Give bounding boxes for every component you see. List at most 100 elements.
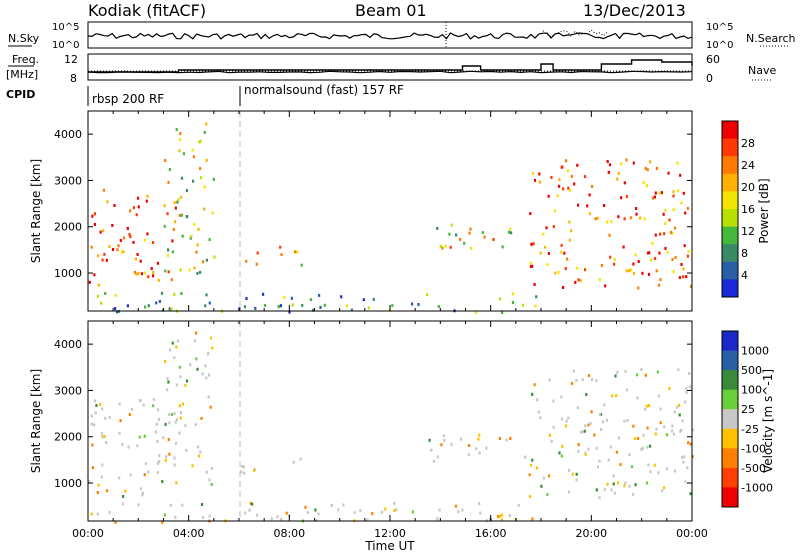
data-cell [583, 429, 586, 433]
data-cell [167, 438, 170, 441]
data-cell [608, 163, 612, 167]
data-cell [604, 284, 607, 288]
data-cell [174, 420, 177, 424]
data-cell [610, 220, 613, 224]
data-cell [577, 443, 580, 447]
colorbar-swatch [722, 467, 738, 488]
data-cell [560, 395, 563, 399]
data-cell [636, 373, 639, 377]
data-cell [607, 170, 610, 174]
data-cell [391, 304, 394, 308]
data-cell [158, 299, 161, 303]
data-cell [443, 439, 446, 442]
data-cell [644, 166, 647, 170]
data-cell [663, 486, 666, 490]
nave-series [88, 59, 693, 73]
data-cell [96, 491, 99, 494]
data-cell [120, 250, 123, 254]
colorbar-swatch [722, 121, 738, 140]
data-cell [208, 478, 211, 482]
data-cell [143, 434, 146, 438]
data-cell [508, 514, 511, 518]
data-cell [191, 464, 194, 468]
data-cell [648, 160, 652, 164]
data-cell [535, 295, 538, 299]
colorbar-tick-label: 8 [741, 247, 748, 260]
data-cell [151, 274, 155, 278]
data-cell [245, 297, 248, 301]
data-cell [561, 444, 564, 448]
data-cell [620, 196, 623, 200]
data-cell [208, 301, 211, 305]
freq-panel-frame [87, 53, 693, 81]
data-cell [288, 310, 291, 314]
data-cell [168, 168, 171, 171]
data-cell [672, 194, 675, 198]
data-cell [142, 403, 145, 407]
data-cell [371, 512, 374, 516]
data-cell [262, 292, 265, 296]
data-cell [641, 446, 645, 450]
data-cell [436, 517, 439, 521]
data-cell [485, 446, 488, 450]
colorbar-tick-label: 4 [741, 269, 748, 282]
time-tick-label: 16:00 [475, 527, 507, 540]
data-cell [655, 427, 658, 431]
data-cell [600, 264, 603, 267]
data-cell [337, 508, 340, 512]
data-cell [575, 478, 578, 482]
data-cell [688, 372, 691, 376]
data-cell [147, 470, 150, 474]
data-cell [448, 232, 451, 236]
nsky-tick-bottom: 10^0 [52, 40, 79, 51]
y-tick-label: 4000 [54, 338, 82, 351]
data-cell [622, 245, 625, 249]
data-cell [674, 256, 677, 259]
data-cell [558, 184, 561, 188]
data-cell [605, 418, 608, 422]
data-cell [94, 411, 97, 415]
data-cell [210, 467, 213, 470]
data-cell [417, 303, 420, 306]
data-cell [450, 442, 453, 446]
velocity-panel: 1000 2000 3000 4000 Slant Range [km] [29, 320, 694, 524]
data-cell [175, 383, 178, 387]
data-cell [561, 165, 564, 169]
data-cell [168, 452, 171, 456]
data-cell [173, 456, 176, 460]
data-cell [533, 383, 536, 387]
time-axis-label: Time UT [364, 539, 415, 553]
data-cell [201, 515, 205, 519]
data-cell [658, 191, 661, 195]
data-cell [634, 253, 637, 257]
nsky-label: N.Sky [8, 32, 40, 45]
cpid-segment-1: rbsp 200 RF [92, 92, 164, 106]
data-cell [529, 265, 533, 268]
data-cell [617, 436, 620, 440]
freq-unit: [MHz] [6, 68, 38, 81]
data-cell [90, 245, 93, 249]
data-cell [647, 272, 651, 276]
data-cell [205, 376, 208, 380]
data-cell [635, 212, 638, 216]
time-tick-label: 20:00 [575, 527, 607, 540]
data-cell [182, 152, 185, 156]
data-cell [576, 266, 579, 270]
data-cell [532, 242, 535, 246]
data-cell [646, 445, 649, 449]
data-cell [567, 186, 570, 190]
data-cell [660, 191, 663, 195]
data-cell [178, 138, 181, 142]
data-cell [538, 172, 541, 176]
data-cell [144, 462, 147, 466]
data-cell [115, 310, 119, 314]
data-cell [136, 444, 139, 448]
data-cell [164, 360, 167, 364]
data-cell [533, 178, 537, 182]
data-cell [204, 364, 207, 368]
data-cell [542, 476, 545, 480]
data-cell [253, 468, 256, 472]
data-cell [99, 230, 102, 234]
data-cell [632, 161, 635, 165]
data-cell [384, 507, 387, 511]
